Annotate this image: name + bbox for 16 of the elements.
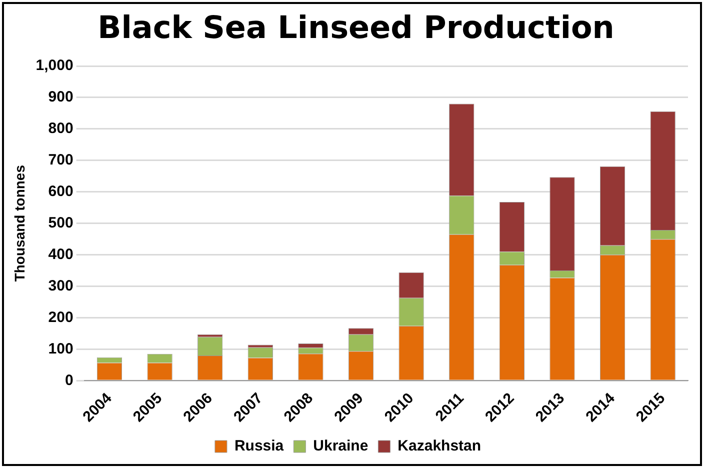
legend-label: Russia [234, 438, 284, 455]
y-tick-label: 1,000 [36, 57, 74, 74]
y-tick-label: 800 [48, 120, 74, 138]
legend-label: Ukraine [313, 438, 368, 455]
y-tick-label: 200 [48, 308, 74, 326]
y-tick-label: 400 [48, 246, 74, 263]
y-axis-title: Thousand tonnes [11, 164, 28, 282]
y-tick-label: 0 [64, 372, 74, 389]
y-tick-label: 600 [48, 183, 74, 200]
y-tick-label: 300 [48, 277, 74, 294]
y-tick-label: 700 [48, 152, 74, 169]
y-tick-label: 100 [48, 340, 74, 358]
y-tick-label: 500 [48, 214, 74, 232]
y-tick-label: 900 [48, 88, 74, 106]
chart-title: Black Sea Linseed Production [96, 10, 616, 46]
legend-label: Kazakhstan [398, 438, 482, 455]
